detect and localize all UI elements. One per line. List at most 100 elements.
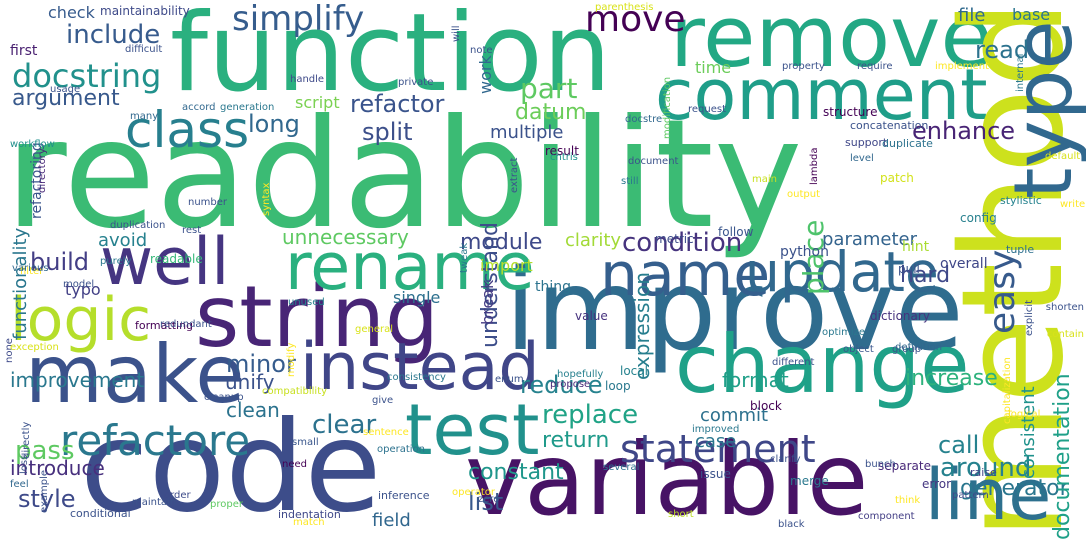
word-exception: exception	[10, 342, 59, 353]
word-error: error	[922, 477, 952, 491]
word-compatibility: compatibility	[262, 386, 328, 397]
word-explicit: explicit	[1024, 300, 1035, 336]
word-number: number	[188, 197, 228, 208]
word-condition: condition	[622, 228, 743, 258]
word-constant: constant	[468, 460, 564, 485]
word-duplicate: duplicate	[882, 137, 933, 150]
word-style: style	[18, 485, 76, 513]
word-handle: handle	[290, 74, 325, 85]
word-update: update	[745, 240, 939, 304]
word-unnecessary: unnecessary	[282, 225, 409, 249]
word-multiple: multiple	[490, 122, 564, 143]
word-class: class	[125, 101, 250, 159]
word-easy: easy	[982, 249, 1023, 334]
word-functionality: functionality	[10, 227, 31, 340]
word-hopefully: hopefully	[557, 369, 604, 380]
word-patch: patch	[880, 171, 914, 185]
word-python: python	[780, 244, 829, 260]
word-think: think	[895, 495, 921, 506]
word-parameter: parameter	[822, 229, 918, 250]
word-docstre: docstre	[625, 114, 663, 125]
word-metric: metric	[655, 232, 694, 246]
word-dictionary: dictionary	[870, 309, 930, 323]
word-line: line	[925, 454, 1052, 536]
word-require: require	[857, 61, 893, 72]
word-format: format	[722, 368, 789, 392]
word-tweak: tweak	[459, 242, 470, 273]
word-contain: contain	[1046, 329, 1084, 340]
word-unify: unify	[225, 370, 275, 394]
word-loss: loss	[19, 454, 30, 474]
word-improved: improved	[692, 424, 740, 435]
word-conditional: conditional	[70, 507, 131, 520]
word-avoid: avoid	[98, 230, 148, 251]
word-still: still	[621, 176, 639, 187]
word-directory: directory	[37, 148, 48, 193]
word-test: test	[405, 389, 540, 471]
word-change: change	[675, 318, 970, 411]
word-read: read	[975, 36, 1030, 64]
word-directly: directly	[21, 421, 32, 459]
word-indentation: indentation	[278, 508, 341, 521]
word-implement: implement	[935, 61, 989, 72]
word-concatenation: concatenation	[850, 119, 929, 132]
word-hard: hard	[900, 263, 951, 288]
word-modify: modify	[286, 342, 297, 377]
word-duplication: duplication	[110, 220, 166, 231]
word-zero: zero	[478, 494, 500, 505]
word-time: time	[695, 58, 732, 77]
word-main: main	[752, 174, 777, 185]
word-enum: enum	[495, 374, 524, 385]
word-rename: rename	[285, 230, 535, 305]
word-model: model	[63, 279, 95, 290]
word-field: field	[372, 510, 411, 531]
word-parenthesis: parenthesis	[595, 2, 654, 13]
word-file: file	[958, 5, 986, 26]
word-give: give	[372, 395, 394, 406]
word-split: split	[362, 118, 413, 146]
word-output: output	[787, 189, 820, 200]
word-internal: internal	[1015, 53, 1026, 92]
word-inference: inference	[378, 489, 430, 502]
word-reduce: reduce	[520, 371, 603, 399]
word-short: short	[668, 509, 694, 520]
word-replace: replace	[542, 400, 639, 430]
word-cleanup: cleanup	[204, 392, 244, 403]
word-readable: readable	[150, 252, 203, 266]
word-case: case	[695, 431, 737, 452]
word-thing: thing	[535, 279, 572, 295]
word-name: name	[600, 240, 771, 310]
word-operator: operator	[452, 487, 496, 498]
word-refactor: refactor	[350, 90, 445, 118]
word-filter: filter	[20, 266, 44, 277]
word-improvement: improvement	[10, 368, 145, 392]
word-shorten: shorten	[1045, 302, 1084, 313]
word-clarity: clarity	[565, 230, 622, 251]
word-code: code	[80, 395, 382, 540]
word-local: local	[620, 364, 648, 378]
word-component: component	[858, 511, 915, 522]
word-call: call	[938, 431, 980, 459]
word-stylistic: stylistic	[1000, 194, 1042, 207]
word-variable: variable	[465, 421, 869, 538]
word-need: need	[282, 459, 307, 470]
word-extract: extract	[509, 157, 520, 193]
word-commit: commit	[700, 405, 769, 426]
word-move: move	[585, 0, 686, 40]
word-maintain: maintain	[132, 497, 177, 508]
word-instead: instead	[300, 330, 540, 405]
word-pass: pass	[15, 436, 75, 466]
word-readability: readability	[5, 88, 803, 262]
word-unused: unused	[288, 297, 325, 308]
word-check: check	[48, 3, 95, 22]
word-value: value	[575, 309, 608, 323]
word-difficult: difficult	[125, 44, 163, 55]
word-maintainability: maintainability	[100, 4, 190, 18]
word-statement: statement	[620, 427, 816, 471]
word-pull: pull	[898, 262, 920, 276]
word-usage: usage	[50, 84, 81, 95]
word-long: long	[248, 110, 300, 138]
word-typo: typo	[65, 280, 101, 299]
word-string: string	[195, 268, 440, 367]
word-several: several	[603, 462, 640, 473]
